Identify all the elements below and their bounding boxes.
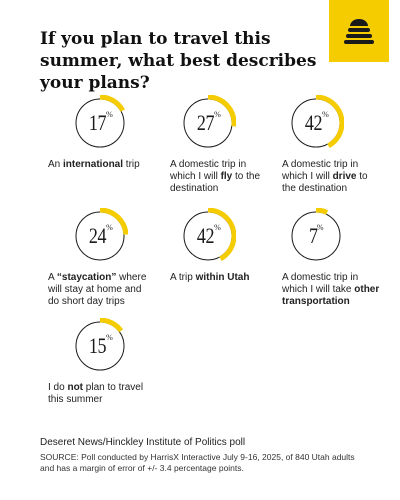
percent-sign: % [106, 223, 113, 232]
donut-label: A “staycation” where will stay at home a… [48, 272, 147, 307]
percent-sign: % [316, 223, 324, 232]
percent-sign: % [106, 110, 113, 119]
donut-label: A trip within Utah [170, 272, 250, 283]
percent-number: 7 [309, 223, 318, 248]
percent-sign: % [322, 110, 329, 119]
percent-value: 42% [288, 95, 344, 151]
percent-number: 17 [89, 110, 107, 135]
beehive-icon [344, 19, 374, 44]
percent-sign: % [214, 110, 221, 119]
percent-number: 42 [197, 223, 215, 248]
donut-ring: 7% [288, 208, 344, 264]
donut-ring: 17% [72, 95, 128, 151]
percent-sign: % [106, 333, 113, 342]
donut-ring: 24% [72, 208, 128, 264]
donut-label: A domestic trip in which I will fly to t… [170, 159, 261, 194]
logo [329, 0, 389, 62]
donut-label: I do not plan to travel this summer [48, 382, 144, 405]
page-title: If you plan to travel this summer, what … [40, 29, 317, 93]
donut-arc [288, 95, 344, 151]
donut-label: An international trip [48, 159, 140, 170]
percent-value: 27% [180, 95, 236, 151]
percent-value: 24% [72, 208, 128, 264]
poll-credit: Deseret News/Hinckley Institute of Polit… [40, 437, 246, 448]
percent-value: 15% [72, 318, 128, 374]
donut-label: A domestic trip in which I will drive to… [282, 159, 368, 194]
donut-arc [180, 208, 236, 264]
percent-value: 42% [180, 208, 236, 264]
percent-sign: % [214, 223, 221, 232]
percent-number: 15 [89, 333, 107, 358]
donut-arc [72, 208, 128, 264]
percent-value: 17% [72, 95, 128, 151]
donut-arc [72, 318, 128, 374]
donut-ring: 42% [180, 208, 236, 264]
donut-ring: 27% [180, 95, 236, 151]
percent-number: 24 [89, 223, 107, 248]
donut-ring: 15% [72, 318, 128, 374]
percent-number: 42 [305, 110, 323, 135]
donut-arc [288, 208, 344, 264]
donut-ring: 42% [288, 95, 344, 151]
percent-value: 7% [288, 208, 344, 264]
donut-arc [180, 95, 236, 151]
donut-label: A domestic trip in which I will take oth… [282, 272, 380, 307]
donut-arc [72, 95, 128, 151]
source-note: SOURCE: Poll conducted by HarrisX Intera… [40, 452, 355, 473]
percent-number: 27 [197, 110, 215, 135]
